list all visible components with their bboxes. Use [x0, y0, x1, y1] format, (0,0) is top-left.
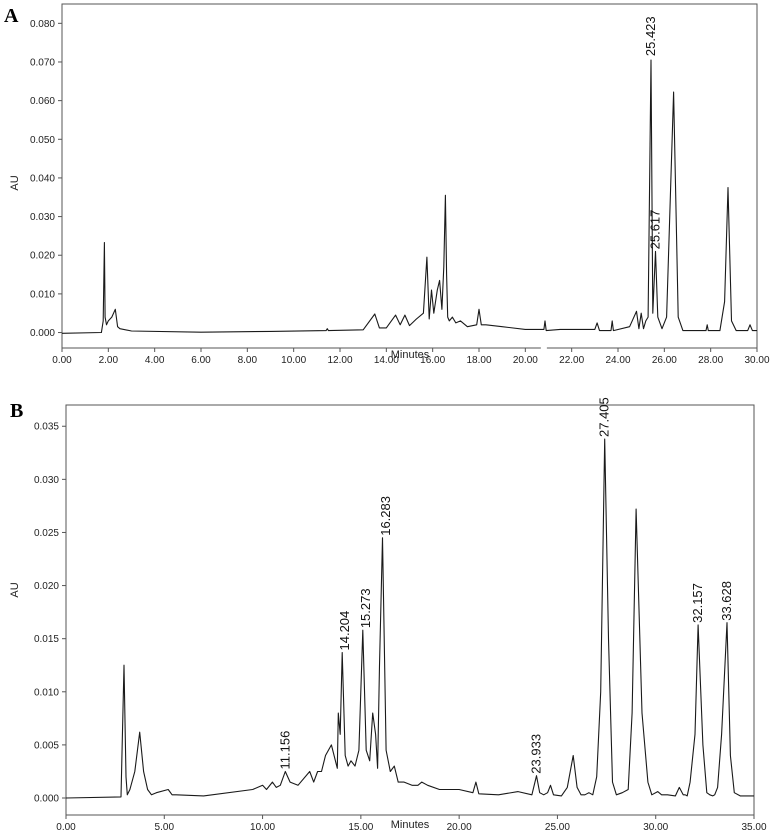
panel-b-x-axis: 0.00 5.00 10.00 15.00 20.00 25.00 30.00 35.00 [56, 815, 767, 832]
panel-a-x-tick-label: 2.00 [99, 355, 119, 366]
panel-b-y-tick-label: 0.010 [34, 687, 59, 698]
panel-b-peak-label: 23.933 [528, 734, 543, 774]
panel-a-x-axis: 0.00 2.00 4.00 6.00 8.00 10.00 12.00 14.00 16.00… [52, 346, 770, 366]
panel-b-letter: B [10, 400, 23, 422]
panel-a-peak-label: 25.423 [643, 16, 658, 56]
panel-b-peak-label: 15.273 [358, 588, 373, 628]
panel-a-y-tick-label: 0.020 [30, 251, 55, 262]
panel-a-y-tick-label: 0.010 [30, 289, 55, 300]
panel-a-peak-label: 25.617 [647, 210, 662, 250]
panel-a-x-tick-label: 20.00 [513, 355, 538, 366]
panel-a-y-tick-label: 0.040 [30, 173, 55, 184]
panel-b-peak-label: 11.156 [277, 731, 292, 770]
panel-b: B AU Minutes 0.0000.0050.0100.0150.0200.… [9, 397, 767, 832]
panel-b-y-tick-label: 0.005 [34, 740, 59, 751]
panel-b-y-tick-label: 0.000 [34, 794, 59, 805]
panel-a-x-axis-title: Minutes [391, 349, 430, 361]
panel-a-y-tick-label: 0.050 [30, 135, 55, 146]
panel-a-y-tick-label: 0.070 [30, 57, 55, 68]
panel-b-x-tick-label: 25.00 [545, 822, 570, 832]
panel-b-peak-label: 14.204 [337, 611, 352, 651]
panel-b-peak-label: 27.405 [597, 397, 612, 437]
panel-b-x-tick-label: 20.00 [447, 822, 472, 832]
panel-b-x-tick-label: 35.00 [741, 822, 766, 832]
panel-b-y-axis-title: AU [9, 582, 21, 597]
panel-b-x-tick-label: 10.00 [250, 822, 275, 832]
panel-b-y-tick-label: 0.035 [34, 422, 59, 433]
panel-a-y-axis-title: AU [9, 175, 21, 190]
panel-b-x-tick-label: 30.00 [643, 822, 668, 832]
panel-b-peak-label: 33.628 [719, 581, 734, 621]
panel-b-y-tick-label: 0.030 [34, 475, 59, 486]
panel-a-y-axis: 0.000 0.010 0.020 0.030 0.040 0.050 0.060 0.070… [30, 19, 62, 339]
panel-b-peak-label: 16.283 [378, 496, 393, 536]
panel-a-x-tick-label: 26.00 [652, 355, 677, 366]
panel-b-series [65, 438, 754, 799]
panel-a-letter: A [4, 5, 19, 27]
panel-a-x-tick-label: 18.00 [466, 355, 491, 366]
panel-a-plot-frame [61, 3, 758, 349]
panel-b-plot-frame [65, 404, 755, 816]
panel-a-y-tick-label: 0.000 [30, 328, 55, 339]
panel-a-axis-break [540, 346, 547, 356]
panel-a-x-tick-label: 10.00 [281, 355, 306, 366]
panel-b-y-tick-label: 0.015 [34, 634, 59, 645]
panel-b-y-tick-label: 0.020 [34, 581, 59, 592]
panel-b-y-tick-label: 0.025 [34, 528, 59, 539]
panel-a-x-tick-label: 16.00 [420, 355, 445, 366]
panel-a: A AU Minutes 0.0000.0100.0200.0300.0400.… [4, 3, 770, 366]
panel-b-x-axis-title: Minutes [391, 819, 430, 831]
panel-a-x-tick-label: 28.00 [698, 355, 723, 366]
panel-b-peak-label: 32.157 [690, 583, 705, 623]
panel-a-y-tick-label: 0.080 [30, 19, 55, 30]
panel-b-y-axis: 0.000 0.005 0.010 0.015 0.020 0.025 0.030 0.035 [34, 422, 66, 805]
panel-a-trace-line [61, 59, 757, 334]
panel-a-x-tick-label: 22.00 [559, 355, 584, 366]
panel-b-x-tick-label: 15.00 [348, 822, 373, 832]
panel-a-x-tick-label: 12.00 [327, 355, 352, 366]
panel-b-x-tick-label: 0.00 [56, 822, 76, 832]
panel-a-y-tick-label: 0.060 [30, 96, 55, 107]
panel-b-x-tick-label: 5.00 [155, 822, 175, 832]
panel-a-x-tick-label: 4.00 [145, 355, 165, 366]
panel-a-peak-labels: 25.423 25.617 [643, 16, 662, 249]
panel-a-x-tick-label: 24.00 [605, 355, 630, 366]
panel-b-trace-line [65, 438, 754, 799]
panel-a-y-tick-label: 0.030 [30, 212, 55, 223]
panel-a-x-tick-label: 6.00 [191, 355, 211, 366]
panel-a-series [61, 59, 757, 334]
panel-a-x-tick-label: 30.00 [744, 355, 769, 366]
panel-a-x-tick-label: 0.00 [52, 355, 72, 366]
panel-b-peak-labels: 11.156 14.204 15.273 16.283 23.933 27.405 32.1… [277, 397, 734, 773]
panel-a-x-tick-label: 14.00 [374, 355, 399, 366]
panel-a-x-tick-label: 8.00 [238, 355, 258, 366]
